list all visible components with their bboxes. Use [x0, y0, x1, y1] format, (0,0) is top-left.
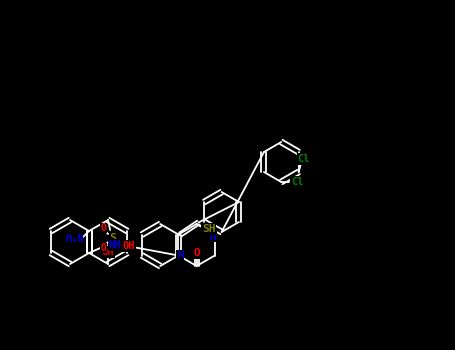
Text: H₂N: H₂N [66, 234, 85, 244]
Text: SH: SH [202, 224, 215, 234]
Text: O: O [100, 243, 106, 253]
Text: OH: OH [123, 241, 135, 251]
Text: S: S [110, 233, 116, 243]
Text: N: N [209, 231, 216, 242]
Text: OH: OH [102, 247, 114, 257]
Text: Cl: Cl [297, 154, 310, 164]
Text: O: O [193, 248, 200, 258]
Text: Cl: Cl [291, 177, 303, 187]
Text: NH: NH [109, 240, 121, 250]
Text: N: N [177, 251, 184, 260]
Text: O: O [100, 223, 106, 233]
